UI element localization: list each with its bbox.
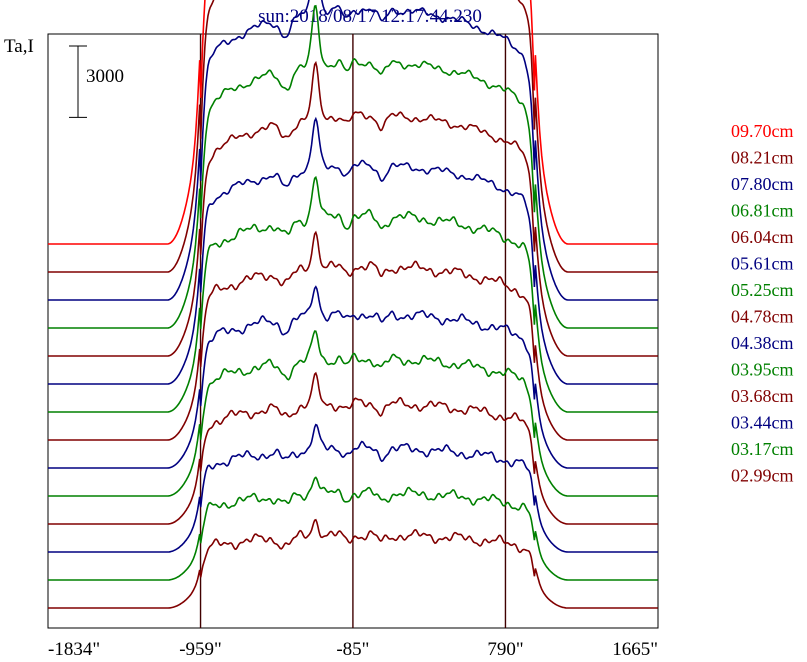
scale-bar: 3000	[69, 45, 124, 118]
series-line-02-99cm	[48, 518, 658, 609]
series-line-04-38cm	[48, 285, 658, 469]
legend-entry-06-81cm: 06.81cm	[731, 201, 794, 221]
legend-entry-03-95cm: 03.95cm	[731, 360, 794, 380]
legend-entry-03-17cm: 03.17cm	[731, 439, 794, 459]
series-layer	[48, 0, 658, 609]
y-axis-label: Ta,I	[4, 36, 34, 57]
legend-entry-03-68cm: 03.68cm	[731, 386, 794, 406]
series-line-07-80cm	[48, 0, 658, 301]
legend-entry-05-25cm: 05.25cm	[731, 280, 794, 300]
series-line-03-17cm	[48, 476, 658, 581]
series-line-04-78cm	[48, 230, 658, 441]
x-tick-label-2: -85"	[336, 639, 369, 660]
scale-bar-label: 3000	[86, 66, 124, 87]
series-line-03-95cm	[48, 330, 658, 497]
series-line-03-68cm	[48, 371, 658, 525]
legend-entry-05-61cm: 05.61cm	[731, 254, 794, 274]
legend-entry-09-70cm: 09.70cm	[731, 121, 794, 141]
legend-entry-08-21cm: 08.21cm	[731, 148, 794, 168]
series-line-03-44cm	[48, 423, 658, 553]
legend-entry-04-38cm: 04.38cm	[731, 333, 794, 353]
legend-entry-04-78cm: 04.78cm	[731, 307, 794, 327]
series-line-08-21cm	[48, 0, 658, 273]
x-tick-labels: -1834" -959" -85" 790" 1665"	[48, 639, 658, 660]
legend-entry-07-80cm: 07.80cm	[731, 174, 794, 194]
series-line-05-61cm	[48, 116, 658, 385]
legend-entry-06-04cm: 06.04cm	[731, 227, 794, 247]
series-line-05-25cm	[48, 175, 658, 413]
x-tick-label-3: 790"	[487, 639, 523, 660]
legend: 09.70cm 08.21cm 07.80cm 06.81cm 06.04cm 05.61…	[731, 121, 794, 486]
legend-entry-03-44cm: 03.44cm	[731, 413, 794, 433]
series-line-06-04cm	[48, 60, 658, 357]
x-tick-label-4: 1665"	[612, 639, 658, 660]
series-line-06-81cm	[48, 4, 658, 329]
series-line-09-70cm	[48, 0, 658, 245]
legend-entry-02-99cm: 02.99cm	[731, 466, 794, 486]
x-tick-label-0: -1834"	[48, 639, 100, 660]
x-tick-label-1: -959"	[179, 639, 222, 660]
